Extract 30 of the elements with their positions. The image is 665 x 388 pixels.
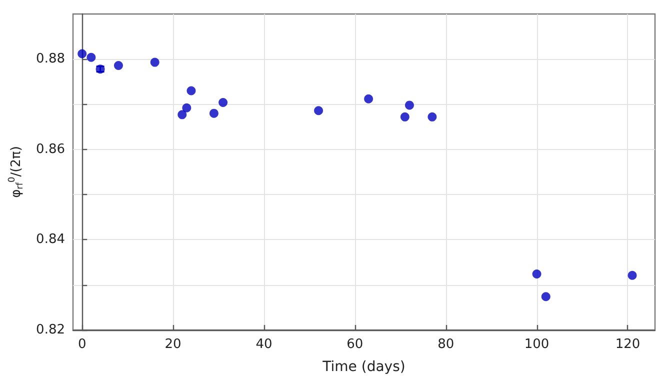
point	[400, 112, 410, 122]
point	[628, 270, 637, 280]
y-axis-title: φrf0/(2π)	[8, 146, 26, 198]
point	[428, 112, 437, 122]
point	[114, 60, 123, 70]
point	[186, 86, 196, 96]
y-tick-label: 0.86	[36, 142, 65, 157]
y-tick-label: 0.82	[36, 322, 65, 338]
point	[178, 110, 187, 120]
x-tick-label: 80	[438, 337, 454, 352]
point	[541, 292, 550, 302]
x-axis-title: Time (days)	[322, 359, 406, 375]
x-tick-label: 20	[164, 337, 182, 352]
point	[150, 58, 160, 67]
x-tick-label: 60	[346, 337, 364, 352]
x-tick-label: 0	[78, 337, 86, 352]
y-tick-label: 0.84	[36, 232, 65, 248]
point	[314, 106, 324, 116]
point	[86, 52, 96, 62]
x-tick-label: 40	[256, 337, 272, 352]
x-tick-label: 100	[524, 337, 550, 352]
point	[404, 100, 414, 110]
point	[364, 94, 374, 104]
point	[532, 270, 542, 279]
point	[78, 49, 87, 58]
y-tick-label: 0.88	[36, 52, 65, 67]
point	[209, 108, 218, 118]
point	[182, 103, 192, 112]
x-tick-label: 120	[615, 337, 640, 352]
point	[218, 98, 228, 107]
